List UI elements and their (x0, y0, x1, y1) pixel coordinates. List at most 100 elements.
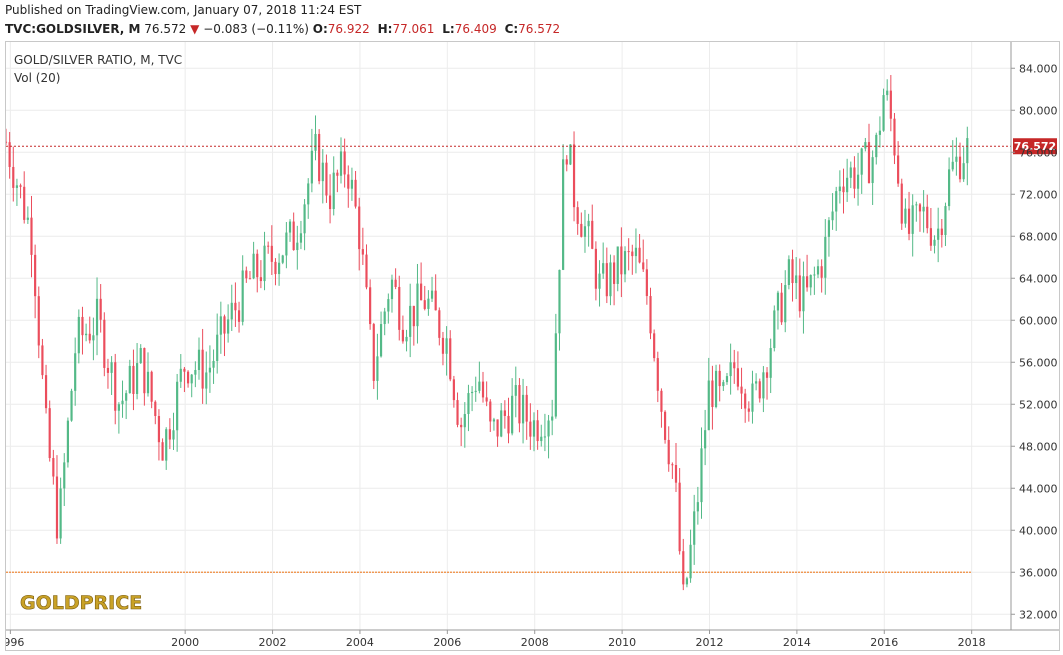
candle-body (434, 290, 437, 311)
candle-body (616, 246, 619, 284)
y-tick-label: 52.000 (1019, 398, 1058, 411)
candle-body (48, 408, 51, 459)
candle-body (867, 142, 871, 184)
candle-body (660, 390, 663, 412)
x-tick-label: 2016 (870, 636, 898, 649)
candle-body (842, 186, 845, 193)
candle-body (875, 134, 878, 158)
candle-body (34, 254, 37, 297)
time-axis[interactable]: 1996 2000 2002 2004 2006 2008 2010 2012 2014 2016… (6, 629, 1059, 649)
candle-body (605, 263, 608, 297)
price-chart[interactable]: 76.572 32.000 36.000 40.000 44.000 48.000 52.… (6, 42, 1059, 650)
candle-body (474, 390, 477, 392)
candle-body (19, 185, 22, 187)
candle-body (92, 335, 95, 341)
candle-body (587, 220, 590, 227)
candle-body (682, 551, 685, 585)
candle-body (278, 262, 281, 275)
candle-body (336, 172, 339, 176)
candle-body (114, 362, 117, 411)
candle-body (503, 410, 506, 416)
candle-body (558, 269, 561, 334)
candle-body (704, 430, 707, 449)
candle-body (343, 151, 346, 175)
candle-body (707, 380, 710, 431)
candle-body (310, 150, 313, 184)
open-value: 76.922 (327, 22, 370, 36)
candle-body (485, 397, 488, 402)
candle-body (463, 414, 466, 428)
candle-body (886, 90, 889, 96)
candle-body (103, 319, 106, 368)
y-tick-label: 32.000 (1019, 608, 1058, 621)
candle-body (765, 372, 769, 378)
candle-body (481, 381, 485, 398)
candle-body (958, 156, 962, 180)
candle-body (824, 236, 827, 278)
chart-frame[interactable]: 76.572 32.000 36.000 40.000 44.000 48.000 52.… (5, 41, 1060, 651)
candle-body (186, 371, 190, 384)
y-tick-label: 80.000 (1019, 104, 1058, 117)
candle-body (296, 242, 299, 251)
candle-body (245, 270, 248, 279)
candle-body (583, 226, 587, 237)
candle-body (598, 273, 601, 289)
candle-body (379, 324, 383, 357)
candle-body (565, 159, 568, 165)
candle-body (663, 411, 667, 440)
candle-body (795, 275, 798, 284)
candle-body (478, 381, 481, 391)
x-tick-label: 2018 (958, 636, 986, 649)
candle-body (722, 382, 725, 387)
candle-body (922, 206, 925, 212)
candle-body (85, 333, 88, 336)
candle-body (70, 390, 73, 421)
candle-body (642, 262, 645, 270)
candle-body (146, 371, 150, 394)
close-label: C: (504, 22, 519, 36)
candle-body (532, 420, 536, 437)
x-tick-label: 2014 (783, 636, 811, 649)
candle-body (234, 302, 237, 311)
candle-body (430, 290, 434, 299)
candle-body (183, 368, 186, 372)
candle-body (755, 381, 758, 384)
candle-body (321, 162, 324, 182)
y-tick-label: 36.000 (1019, 566, 1058, 579)
candle-body (248, 278, 252, 280)
candle-body (889, 90, 892, 119)
symbol-label[interactable]: TVC:GOLDSILVER, M (5, 22, 141, 36)
candle-body (907, 208, 911, 234)
price-axis[interactable]: 32.000 36.000 40.000 44.000 48.000 52.000 56.0… (1010, 42, 1058, 630)
open-label: O: (312, 22, 328, 36)
candle-body (208, 367, 212, 373)
candle-body (623, 251, 627, 275)
candle-body (441, 337, 445, 354)
candle-body (241, 270, 244, 322)
candle-body (212, 360, 215, 368)
candle-body (376, 356, 379, 381)
candle-body (609, 262, 612, 297)
candle-body (846, 177, 849, 193)
candle-body (773, 310, 776, 349)
candle-body (190, 374, 193, 384)
candle-body (347, 174, 350, 189)
candle-body (500, 410, 503, 437)
candle-body (918, 204, 922, 212)
candle-body (656, 358, 659, 391)
candle-body (179, 368, 182, 382)
candle-body (882, 95, 885, 131)
candle-body (110, 362, 113, 373)
candle-body (63, 462, 66, 489)
candle-body (354, 179, 357, 207)
x-tick-label: 2002 (259, 636, 287, 649)
candle-body (551, 416, 554, 421)
candle-body (423, 300, 426, 309)
candle-body (718, 370, 721, 387)
candle-body (26, 217, 29, 220)
candle-body (507, 415, 510, 434)
candle-body (787, 259, 790, 286)
candle-body (645, 269, 648, 297)
candle-body (398, 286, 401, 330)
y-tick-label: 72.000 (1019, 188, 1058, 201)
